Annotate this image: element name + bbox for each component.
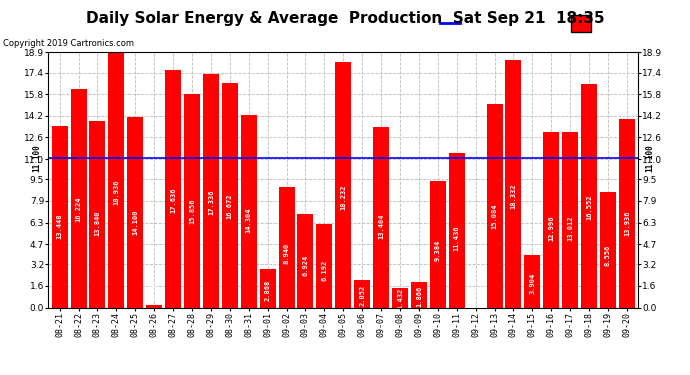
Bar — [52, 126, 68, 308]
Bar — [184, 94, 200, 308]
Bar — [70, 88, 86, 308]
Bar — [259, 269, 276, 308]
Text: 17.336: 17.336 — [208, 189, 214, 215]
Text: 13.840: 13.840 — [95, 211, 101, 236]
Text: 6.192: 6.192 — [322, 259, 327, 280]
Bar — [127, 117, 144, 308]
Bar — [543, 132, 560, 308]
Bar — [448, 153, 465, 308]
Bar — [392, 288, 408, 308]
Bar — [430, 181, 446, 308]
Text: 1.866: 1.866 — [416, 285, 422, 307]
Bar — [108, 52, 124, 308]
Text: Daily Solar Energy & Average  Production  Sat Sep 21  18:35: Daily Solar Energy & Average Production … — [86, 11, 604, 26]
Text: 11.436: 11.436 — [454, 225, 460, 251]
Bar — [316, 224, 333, 308]
Text: 2.868: 2.868 — [265, 279, 270, 301]
Text: 8.556: 8.556 — [605, 245, 611, 266]
Bar — [203, 74, 219, 308]
Text: 16.552: 16.552 — [586, 194, 592, 220]
Bar — [241, 114, 257, 308]
Bar — [373, 127, 389, 308]
Bar — [505, 60, 522, 308]
Text: 6.924: 6.924 — [302, 255, 308, 276]
Bar — [486, 104, 502, 308]
Text: 13.012: 13.012 — [567, 216, 573, 241]
Bar — [297, 214, 313, 308]
Bar — [354, 280, 371, 308]
Text: 15.856: 15.856 — [189, 198, 195, 224]
Text: 14.100: 14.100 — [132, 209, 138, 235]
Text: Copyright 2019 Cartronics.com: Copyright 2019 Cartronics.com — [3, 39, 135, 48]
Bar — [600, 192, 616, 308]
Bar — [90, 121, 106, 308]
Bar — [619, 120, 635, 308]
Text: 16.224: 16.224 — [75, 196, 81, 222]
Text: 13.404: 13.404 — [378, 213, 384, 239]
Text: 13.936: 13.936 — [624, 210, 630, 236]
Bar — [562, 132, 578, 308]
Text: 3.904: 3.904 — [529, 273, 535, 294]
Text: 18.936: 18.936 — [113, 180, 119, 205]
Bar — [524, 255, 540, 308]
Text: 17.636: 17.636 — [170, 188, 176, 213]
Text: 1.432: 1.432 — [397, 288, 403, 309]
Text: 0.152: 0.152 — [151, 279, 157, 300]
Bar — [581, 84, 597, 308]
Text: 12.996: 12.996 — [549, 216, 554, 242]
Bar — [221, 82, 238, 308]
Text: 2.052: 2.052 — [359, 284, 365, 306]
Text: 9.384: 9.384 — [435, 240, 441, 261]
Text: 11.100: 11.100 — [645, 144, 654, 172]
Text: 11.100: 11.100 — [32, 144, 41, 172]
Bar — [165, 69, 181, 308]
Text: 14.304: 14.304 — [246, 208, 252, 233]
Text: 18.332: 18.332 — [511, 183, 516, 209]
Bar — [411, 282, 427, 308]
Text: 13.448: 13.448 — [57, 213, 63, 238]
Bar — [146, 306, 162, 308]
Bar — [335, 62, 351, 308]
FancyBboxPatch shape — [571, 15, 591, 32]
Text: 15.084: 15.084 — [491, 203, 497, 229]
Bar — [279, 187, 295, 308]
Text: 18.232: 18.232 — [340, 184, 346, 210]
Text: Daily  (kWh): Daily (kWh) — [596, 19, 660, 28]
Text: 8.940: 8.940 — [284, 243, 290, 264]
Text: 16.672: 16.672 — [227, 194, 233, 219]
Text: Average  (kWh): Average (kWh) — [464, 19, 540, 28]
